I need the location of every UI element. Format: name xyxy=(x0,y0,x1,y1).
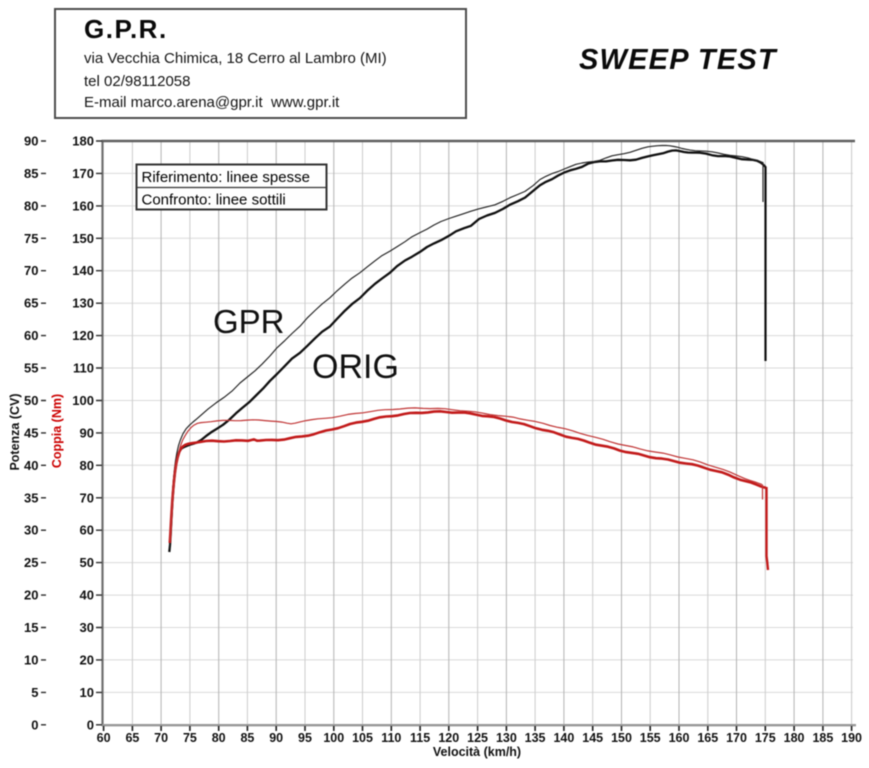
svg-text:40: 40 xyxy=(24,458,38,473)
svg-text:15: 15 xyxy=(24,620,38,635)
svg-text:100: 100 xyxy=(72,393,94,408)
svg-text:65: 65 xyxy=(125,731,139,745)
svg-text:180: 180 xyxy=(72,134,94,149)
svg-text:Riferimento: linee spesse: Riferimento: linee spesse xyxy=(142,169,310,186)
svg-text:60: 60 xyxy=(24,328,38,343)
svg-text:70: 70 xyxy=(154,731,168,745)
svg-text:145: 145 xyxy=(582,731,603,745)
svg-text:140: 140 xyxy=(553,731,574,745)
svg-text:105: 105 xyxy=(352,731,373,745)
svg-text:45: 45 xyxy=(24,425,38,440)
svg-text:110: 110 xyxy=(381,731,401,745)
svg-text:95: 95 xyxy=(298,731,312,745)
svg-text:180: 180 xyxy=(784,731,805,745)
svg-text:30: 30 xyxy=(24,523,38,538)
svg-text:125: 125 xyxy=(467,731,488,745)
svg-text:85: 85 xyxy=(24,166,38,181)
svg-text:160: 160 xyxy=(72,198,94,213)
svg-text:130: 130 xyxy=(72,296,94,311)
svg-text:75: 75 xyxy=(183,731,197,745)
svg-text:60: 60 xyxy=(97,731,111,745)
svg-text:55: 55 xyxy=(24,361,38,376)
svg-text:165: 165 xyxy=(697,731,718,745)
svg-text:80: 80 xyxy=(24,198,38,213)
svg-text:190: 190 xyxy=(841,731,862,745)
svg-text:40: 40 xyxy=(80,588,94,603)
svg-text:150: 150 xyxy=(72,231,94,246)
svg-text:20: 20 xyxy=(80,652,94,667)
svg-text:35: 35 xyxy=(24,490,38,505)
svg-text:85: 85 xyxy=(240,731,254,745)
svg-text:120: 120 xyxy=(438,731,459,745)
svg-text:70: 70 xyxy=(24,263,38,278)
svg-text:100: 100 xyxy=(323,731,344,745)
svg-text:90: 90 xyxy=(24,134,38,149)
svg-text:135: 135 xyxy=(525,731,546,745)
svg-text:ORIG: ORIG xyxy=(312,348,399,386)
svg-text:5: 5 xyxy=(31,685,38,700)
svg-text:GPR: GPR xyxy=(213,303,285,340)
svg-text:75: 75 xyxy=(24,231,38,246)
svg-text:80: 80 xyxy=(80,458,94,473)
svg-text:155: 155 xyxy=(640,731,661,745)
svg-text:170: 170 xyxy=(726,731,747,745)
svg-text:185: 185 xyxy=(812,731,833,745)
svg-text:Confronto: linee sottili: Confronto: linee sottili xyxy=(142,192,286,209)
svg-text:160: 160 xyxy=(669,731,690,745)
svg-text:80: 80 xyxy=(212,731,226,745)
svg-text:170: 170 xyxy=(72,166,94,181)
svg-text:175: 175 xyxy=(755,731,776,745)
svg-text:70: 70 xyxy=(80,490,94,505)
svg-text:130: 130 xyxy=(496,731,517,745)
svg-text:0: 0 xyxy=(87,717,94,732)
svg-text:10: 10 xyxy=(24,652,38,667)
svg-text:Coppia (Nm): Coppia (Nm) xyxy=(50,394,64,468)
svg-text:50: 50 xyxy=(24,393,38,408)
svg-text:0: 0 xyxy=(31,717,38,732)
svg-text:115: 115 xyxy=(410,731,430,745)
svg-text:20: 20 xyxy=(24,588,38,603)
svg-text:Potenza (CV): Potenza (CV) xyxy=(8,393,22,470)
svg-text:10: 10 xyxy=(80,685,94,700)
svg-text:90: 90 xyxy=(269,731,283,745)
svg-text:140: 140 xyxy=(72,263,94,278)
svg-text:50: 50 xyxy=(80,555,94,570)
svg-text:150: 150 xyxy=(611,731,632,745)
svg-text:25: 25 xyxy=(24,555,38,570)
svg-text:Velocità (km/h): Velocità (km/h) xyxy=(433,745,521,759)
svg-text:90: 90 xyxy=(80,425,94,440)
svg-text:60: 60 xyxy=(80,523,94,538)
svg-text:30: 30 xyxy=(80,620,94,635)
svg-text:65: 65 xyxy=(24,296,38,311)
svg-text:110: 110 xyxy=(73,361,94,376)
svg-text:120: 120 xyxy=(72,328,94,343)
